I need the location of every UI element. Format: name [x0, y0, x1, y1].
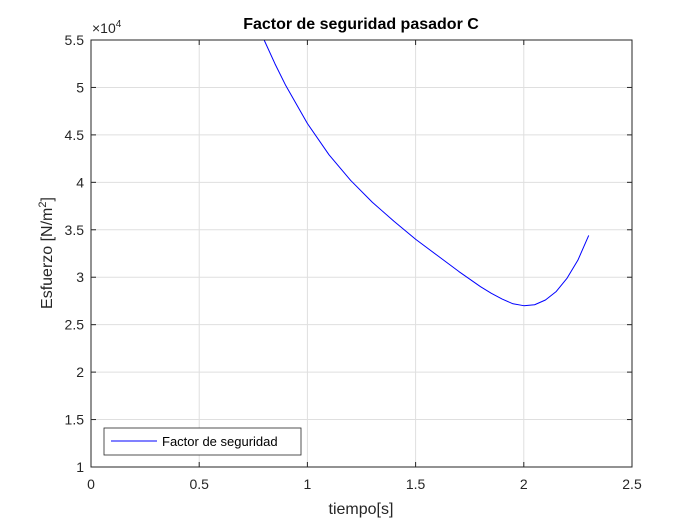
x-tick-label: 2 [520, 476, 528, 492]
series-line-0 [263, 39, 590, 307]
y-tick-label: 2.5 [65, 317, 85, 333]
legend: Factor de seguridad [103, 427, 302, 456]
x-tick-label: 0.5 [189, 476, 209, 492]
y-tick-label: 3.5 [65, 222, 85, 238]
y-tick-label: 1.5 [65, 412, 85, 428]
y-tick-label: 5.5 [65, 32, 85, 48]
y-tick-label: 5 [76, 79, 84, 95]
grid [90, 39, 633, 468]
y-exponent-label: ×104 [92, 19, 122, 36]
x-tick-label: 1 [304, 476, 312, 492]
y-tick-label: 2 [76, 364, 84, 380]
y-axis-label: Esfuerzo [N/m2] [37, 197, 56, 309]
y-tick-labels: 1 1.5 2 2.5 3 3.5 4 4.5 5 5.5 [65, 32, 85, 475]
legend-label: Factor de seguridad [162, 434, 278, 449]
y-tick-label: 3 [76, 269, 84, 285]
x-tick-label: 1.5 [406, 476, 426, 492]
x-tick-label: 2.5 [622, 476, 642, 492]
x-axis-label: tiempo[s] [329, 501, 394, 518]
y-tick-label: 4.5 [65, 127, 85, 143]
y-tick-label: 1 [76, 459, 84, 475]
x-tick-labels: 0 0.5 1 1.5 2 2.5 [87, 476, 642, 492]
chart-title: Factor de seguridad pasador C [243, 16, 479, 33]
x-tick-label: 0 [87, 476, 95, 492]
ticks [90, 39, 633, 468]
plot-area [91, 40, 632, 467]
series-layer [263, 39, 590, 307]
y-tick-label: 4 [76, 174, 84, 190]
plot-border [90, 39, 633, 468]
